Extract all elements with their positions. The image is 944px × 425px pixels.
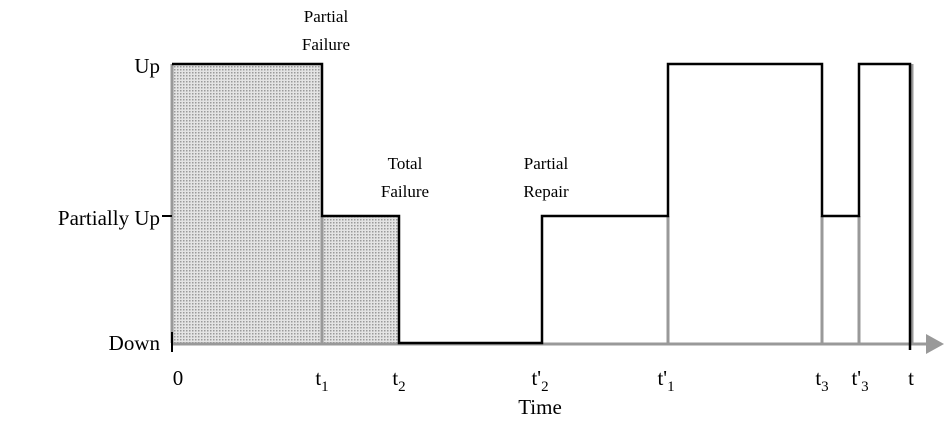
- x-label-sub: 3: [821, 379, 829, 395]
- annotation: Repair: [523, 182, 569, 201]
- x-label-sub: 2: [541, 379, 549, 395]
- x-label: t: [908, 366, 914, 390]
- level-label: Up: [134, 54, 160, 78]
- x-label-base: t': [851, 366, 861, 390]
- x-label: t1: [315, 366, 328, 395]
- x-label-base: t': [531, 366, 541, 390]
- x-label: t'2: [531, 366, 548, 395]
- x-label: t3: [815, 366, 828, 395]
- level-label: Partially Up: [58, 206, 160, 230]
- x-label-base: t': [657, 366, 667, 390]
- level-label: Down: [109, 331, 161, 355]
- annotation: Partial: [524, 154, 569, 173]
- x-label-base: 0: [173, 366, 184, 390]
- annotation: Total: [388, 154, 423, 173]
- shaded-area: [172, 64, 399, 343]
- axis-label: Time: [518, 395, 562, 419]
- annotation: Failure: [381, 182, 429, 201]
- x-label-sub: 2: [398, 379, 406, 395]
- level-ticks: [162, 215, 173, 352]
- x-label-sub: 1: [667, 379, 675, 395]
- x-label: 0: [173, 366, 184, 390]
- annotation: Partial: [304, 7, 349, 26]
- axis-arrow: [926, 334, 944, 354]
- x-label-sub: 1: [321, 379, 329, 395]
- state-line: [172, 62, 912, 350]
- x-label: t2: [392, 366, 405, 395]
- gray-lines: [170, 64, 928, 346]
- x-label: t'3: [851, 366, 868, 395]
- x-label-sub: 3: [861, 379, 869, 395]
- x-label-base: t: [315, 366, 321, 390]
- x-label: t'1: [657, 366, 674, 395]
- x-label-base: t: [815, 366, 821, 390]
- x-label-base: t: [908, 366, 914, 390]
- x-label-base: t: [392, 366, 398, 390]
- annotation: Failure: [302, 35, 350, 54]
